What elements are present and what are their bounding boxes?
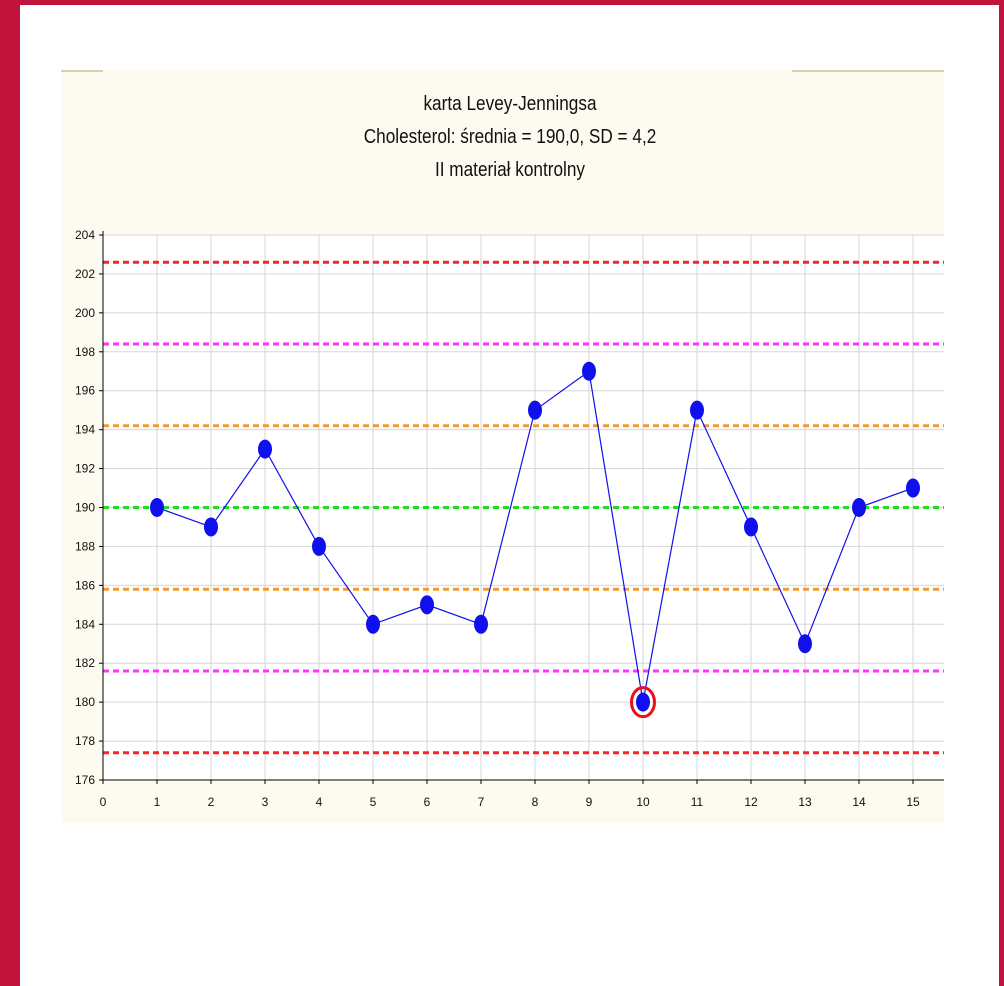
top-rule-right: [792, 70, 944, 72]
y-tick-label: 196: [75, 384, 95, 398]
x-tick-label: 9: [586, 795, 593, 809]
y-tick-label: 192: [75, 462, 95, 476]
x-tick-label: 8: [532, 795, 539, 809]
data-point: [582, 361, 596, 381]
x-tick-label: 4: [316, 795, 323, 809]
y-tick-label: 188: [75, 539, 95, 553]
x-tick-label: 6: [424, 795, 431, 809]
x-tick-label: 13: [798, 795, 812, 809]
data-point: [474, 614, 488, 634]
reference-lines: [103, 260, 944, 755]
data-point: [690, 400, 704, 420]
x-tick-label: 0: [100, 795, 107, 809]
x-tick-label: 7: [478, 795, 485, 809]
data-point: [204, 517, 218, 537]
top-rule-left: [61, 70, 103, 72]
x-tick-label: 10: [636, 795, 650, 809]
data-point: [636, 692, 650, 712]
axes: [99, 231, 944, 784]
x-tick-label: 3: [262, 795, 269, 809]
x-tick-label: 2: [208, 795, 215, 809]
x-tick-label: 12: [744, 795, 758, 809]
y-tick-label: 176: [75, 773, 95, 787]
y-tick-label: 190: [75, 501, 95, 515]
x-tick-label: 15: [906, 795, 920, 809]
chart-subtitle: Cholesterol: średnia = 190,0, SD = 4,2: [363, 126, 657, 148]
y-tick-label: 182: [75, 656, 95, 670]
y-tick-label: 194: [75, 423, 95, 437]
data-point: [528, 400, 542, 420]
chart-title: karta Levey-Jenningsa: [423, 93, 597, 115]
y-tick-label: 198: [75, 345, 95, 359]
data-point: [258, 439, 272, 459]
x-tick-label: 14: [852, 795, 866, 809]
data-point: [852, 498, 866, 517]
data-point: [906, 478, 920, 498]
tick-labels: 1761781801821841861881901921941961982002…: [75, 228, 920, 809]
y-tick-label: 200: [75, 306, 95, 320]
data-point: [420, 595, 434, 615]
data-point: [798, 634, 812, 654]
x-tick-label: 11: [691, 795, 704, 809]
y-tick-label: 204: [75, 228, 95, 242]
y-tick-label: 202: [75, 267, 95, 281]
data-point: [312, 536, 326, 556]
x-tick-label: 5: [370, 795, 377, 809]
series: [150, 361, 920, 719]
highlight-ring: [630, 686, 656, 719]
y-tick-label: 180: [75, 695, 95, 709]
y-tick-label: 186: [75, 578, 95, 592]
x-tick-label: 1: [154, 795, 161, 809]
y-tick-label: 178: [75, 734, 95, 748]
data-point: [366, 614, 380, 634]
y-tick-label: 184: [75, 617, 95, 631]
data-point: [150, 498, 164, 517]
chart-titles: karta Levey-Jenningsa Cholesterol: średn…: [124, 88, 896, 187]
data-point: [744, 517, 758, 537]
chart-subtitle-2: II materiał kontrolny: [434, 159, 586, 181]
